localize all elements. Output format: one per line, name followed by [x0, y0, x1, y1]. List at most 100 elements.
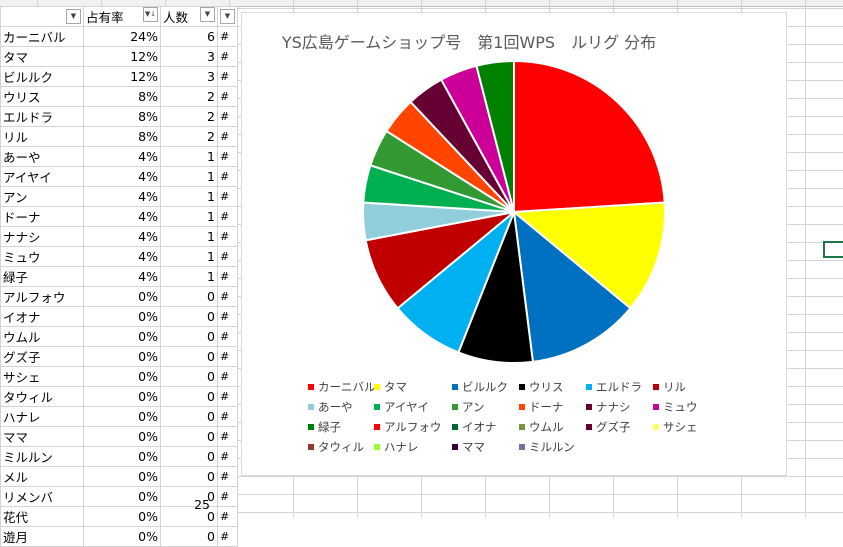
pct-cell[interactable]: 4% — [83, 206, 161, 227]
legend-entry[interactable]: イオナ — [452, 419, 519, 435]
pct-cell[interactable]: 4% — [83, 166, 161, 187]
overflow-cell[interactable]: # — [217, 406, 238, 427]
name-cell[interactable]: リメンバ — [0, 486, 84, 507]
count-cell[interactable]: 0 — [160, 426, 218, 447]
pct-cell[interactable]: 4% — [83, 266, 161, 287]
count-cell[interactable]: 1 — [160, 206, 218, 227]
name-cell[interactable]: リル — [0, 126, 84, 147]
count-cell[interactable]: 0 — [160, 386, 218, 407]
pie-chart[interactable]: YS広島ゲームショップ号 第1回WPS ルリグ 分布 カーニバル タマ ビルルク ウリ… — [241, 12, 787, 476]
count-cell[interactable]: 1 — [160, 266, 218, 287]
name-cell[interactable]: ママ — [0, 426, 84, 447]
count-cell[interactable]: 0 — [160, 346, 218, 367]
legend-entry[interactable]: リル — [653, 379, 713, 395]
name-cell[interactable]: タマ — [0, 46, 84, 67]
overflow-cell[interactable]: # — [217, 186, 238, 207]
legend-entry[interactable]: 緑子 — [308, 419, 374, 435]
legend-entry[interactable]: ビルルク — [452, 379, 519, 395]
count-cell[interactable]: 2 — [160, 126, 218, 147]
legend-entry[interactable]: アルフォウ — [374, 419, 452, 435]
legend-entry[interactable]: ハナレ — [374, 439, 452, 455]
count-header-cell[interactable]: 人数 ▼ — [160, 6, 218, 27]
name-cell[interactable]: ナナシ — [0, 226, 84, 247]
overflow-cell[interactable]: # — [217, 326, 238, 347]
pie-slice-1[interactable] — [513, 59, 666, 214]
overflow-cell[interactable]: # — [217, 46, 238, 67]
legend-entry[interactable]: アン — [452, 399, 519, 415]
legend-entry[interactable]: アイヤイ — [374, 399, 452, 415]
overflow-cell[interactable]: # — [217, 306, 238, 327]
count-cell[interactable]: 2 — [160, 106, 218, 127]
overflow-cell[interactable]: # — [217, 226, 238, 247]
overflow-cell[interactable]: # — [217, 206, 238, 227]
pct-cell[interactable]: 0% — [83, 306, 161, 327]
count-cell[interactable]: 1 — [160, 146, 218, 167]
pct-cell[interactable]: 8% — [83, 86, 161, 107]
overflow-cell[interactable]: # — [217, 166, 238, 187]
legend-entry[interactable]: あーや — [308, 399, 374, 415]
legend-entry[interactable]: ミルルン — [519, 439, 586, 455]
pie-slice-13[interactable] — [475, 59, 515, 213]
count-cell[interactable]: 6 — [160, 26, 218, 47]
legend-entry[interactable]: サシェ — [653, 419, 713, 435]
legend-entry[interactable]: ナナシ — [586, 399, 653, 415]
overflow-cell[interactable]: # — [217, 366, 238, 387]
overflow-cell[interactable]: # — [217, 426, 238, 447]
name-cell[interactable]: アルフォウ — [0, 286, 84, 307]
legend-entry[interactable]: タウィル — [308, 439, 374, 455]
count-filter-dropdown-icon[interactable]: ▼ — [200, 7, 215, 22]
overflow-cell[interactable]: # — [217, 446, 238, 467]
name-cell[interactable]: メル — [0, 466, 84, 487]
pct-header-cell[interactable]: 占有率 ▼↓ — [83, 6, 161, 27]
pct-cell[interactable]: 8% — [83, 126, 161, 147]
overflow-cell[interactable]: # — [217, 246, 238, 267]
name-cell[interactable]: 遊月 — [0, 526, 84, 547]
selected-cell-outline[interactable] — [823, 241, 843, 258]
legend-entry[interactable]: タマ — [374, 379, 452, 395]
pct-cell[interactable]: 0% — [83, 366, 161, 387]
count-cell[interactable]: 3 — [160, 46, 218, 67]
name-cell[interactable]: アン — [0, 186, 84, 207]
overflow-cell[interactable]: # — [217, 466, 238, 487]
name-cell[interactable]: あーや — [0, 146, 84, 167]
pct-cell[interactable]: 4% — [83, 146, 161, 167]
count-cell[interactable]: 0 — [160, 466, 218, 487]
count-cell[interactable]: 1 — [160, 246, 218, 267]
legend-entry[interactable]: ミュウ — [653, 399, 713, 415]
extra-header-cell[interactable]: ▼ — [217, 6, 238, 27]
count-cell[interactable]: 0 — [160, 406, 218, 427]
pie-slice-3[interactable] — [512, 209, 632, 363]
pct-cell[interactable]: 4% — [83, 246, 161, 267]
pie-slice-2[interactable] — [511, 201, 666, 310]
overflow-cell[interactable]: # — [217, 526, 238, 547]
name-cell[interactable]: カーニバル — [0, 26, 84, 47]
name-cell[interactable]: ドーナ — [0, 206, 84, 227]
name-header-cell[interactable]: ▼ — [0, 6, 84, 27]
name-cell[interactable]: ミュウ — [0, 246, 84, 267]
legend-entry[interactable]: ママ — [452, 439, 519, 455]
count-cell[interactable]: 1 — [160, 226, 218, 247]
overflow-cell[interactable]: # — [217, 86, 238, 107]
legend-entry[interactable]: エルドラ — [586, 379, 653, 395]
count-cell[interactable]: 2 — [160, 86, 218, 107]
pct-cell[interactable]: 24% — [83, 26, 161, 47]
name-cell[interactable]: ウリス — [0, 86, 84, 107]
name-cell[interactable]: ミルルン — [0, 446, 84, 467]
legend-entry[interactable]: ウリス — [519, 379, 586, 395]
legend-entry[interactable]: ウムル — [519, 419, 586, 435]
pct-cell[interactable]: 0% — [83, 466, 161, 487]
pct-cell[interactable]: 4% — [83, 186, 161, 207]
name-cell[interactable]: タウィル — [0, 386, 84, 407]
legend-entry[interactable]: カーニバル — [308, 379, 376, 395]
name-cell[interactable]: ウムル — [0, 326, 84, 347]
count-cell[interactable]: 1 — [160, 166, 218, 187]
total-count-cell[interactable]: 25 — [194, 497, 210, 512]
name-cell[interactable]: グズ子 — [0, 346, 84, 367]
overflow-cell[interactable]: # — [217, 386, 238, 407]
pct-cell[interactable]: 0% — [83, 446, 161, 467]
overflow-cell[interactable]: # — [217, 146, 238, 167]
name-cell[interactable]: ハナレ — [0, 406, 84, 427]
pct-sort-filter-icon[interactable]: ▼↓ — [143, 7, 158, 22]
pct-cell[interactable]: 12% — [83, 66, 161, 87]
count-cell[interactable]: 0 — [160, 366, 218, 387]
